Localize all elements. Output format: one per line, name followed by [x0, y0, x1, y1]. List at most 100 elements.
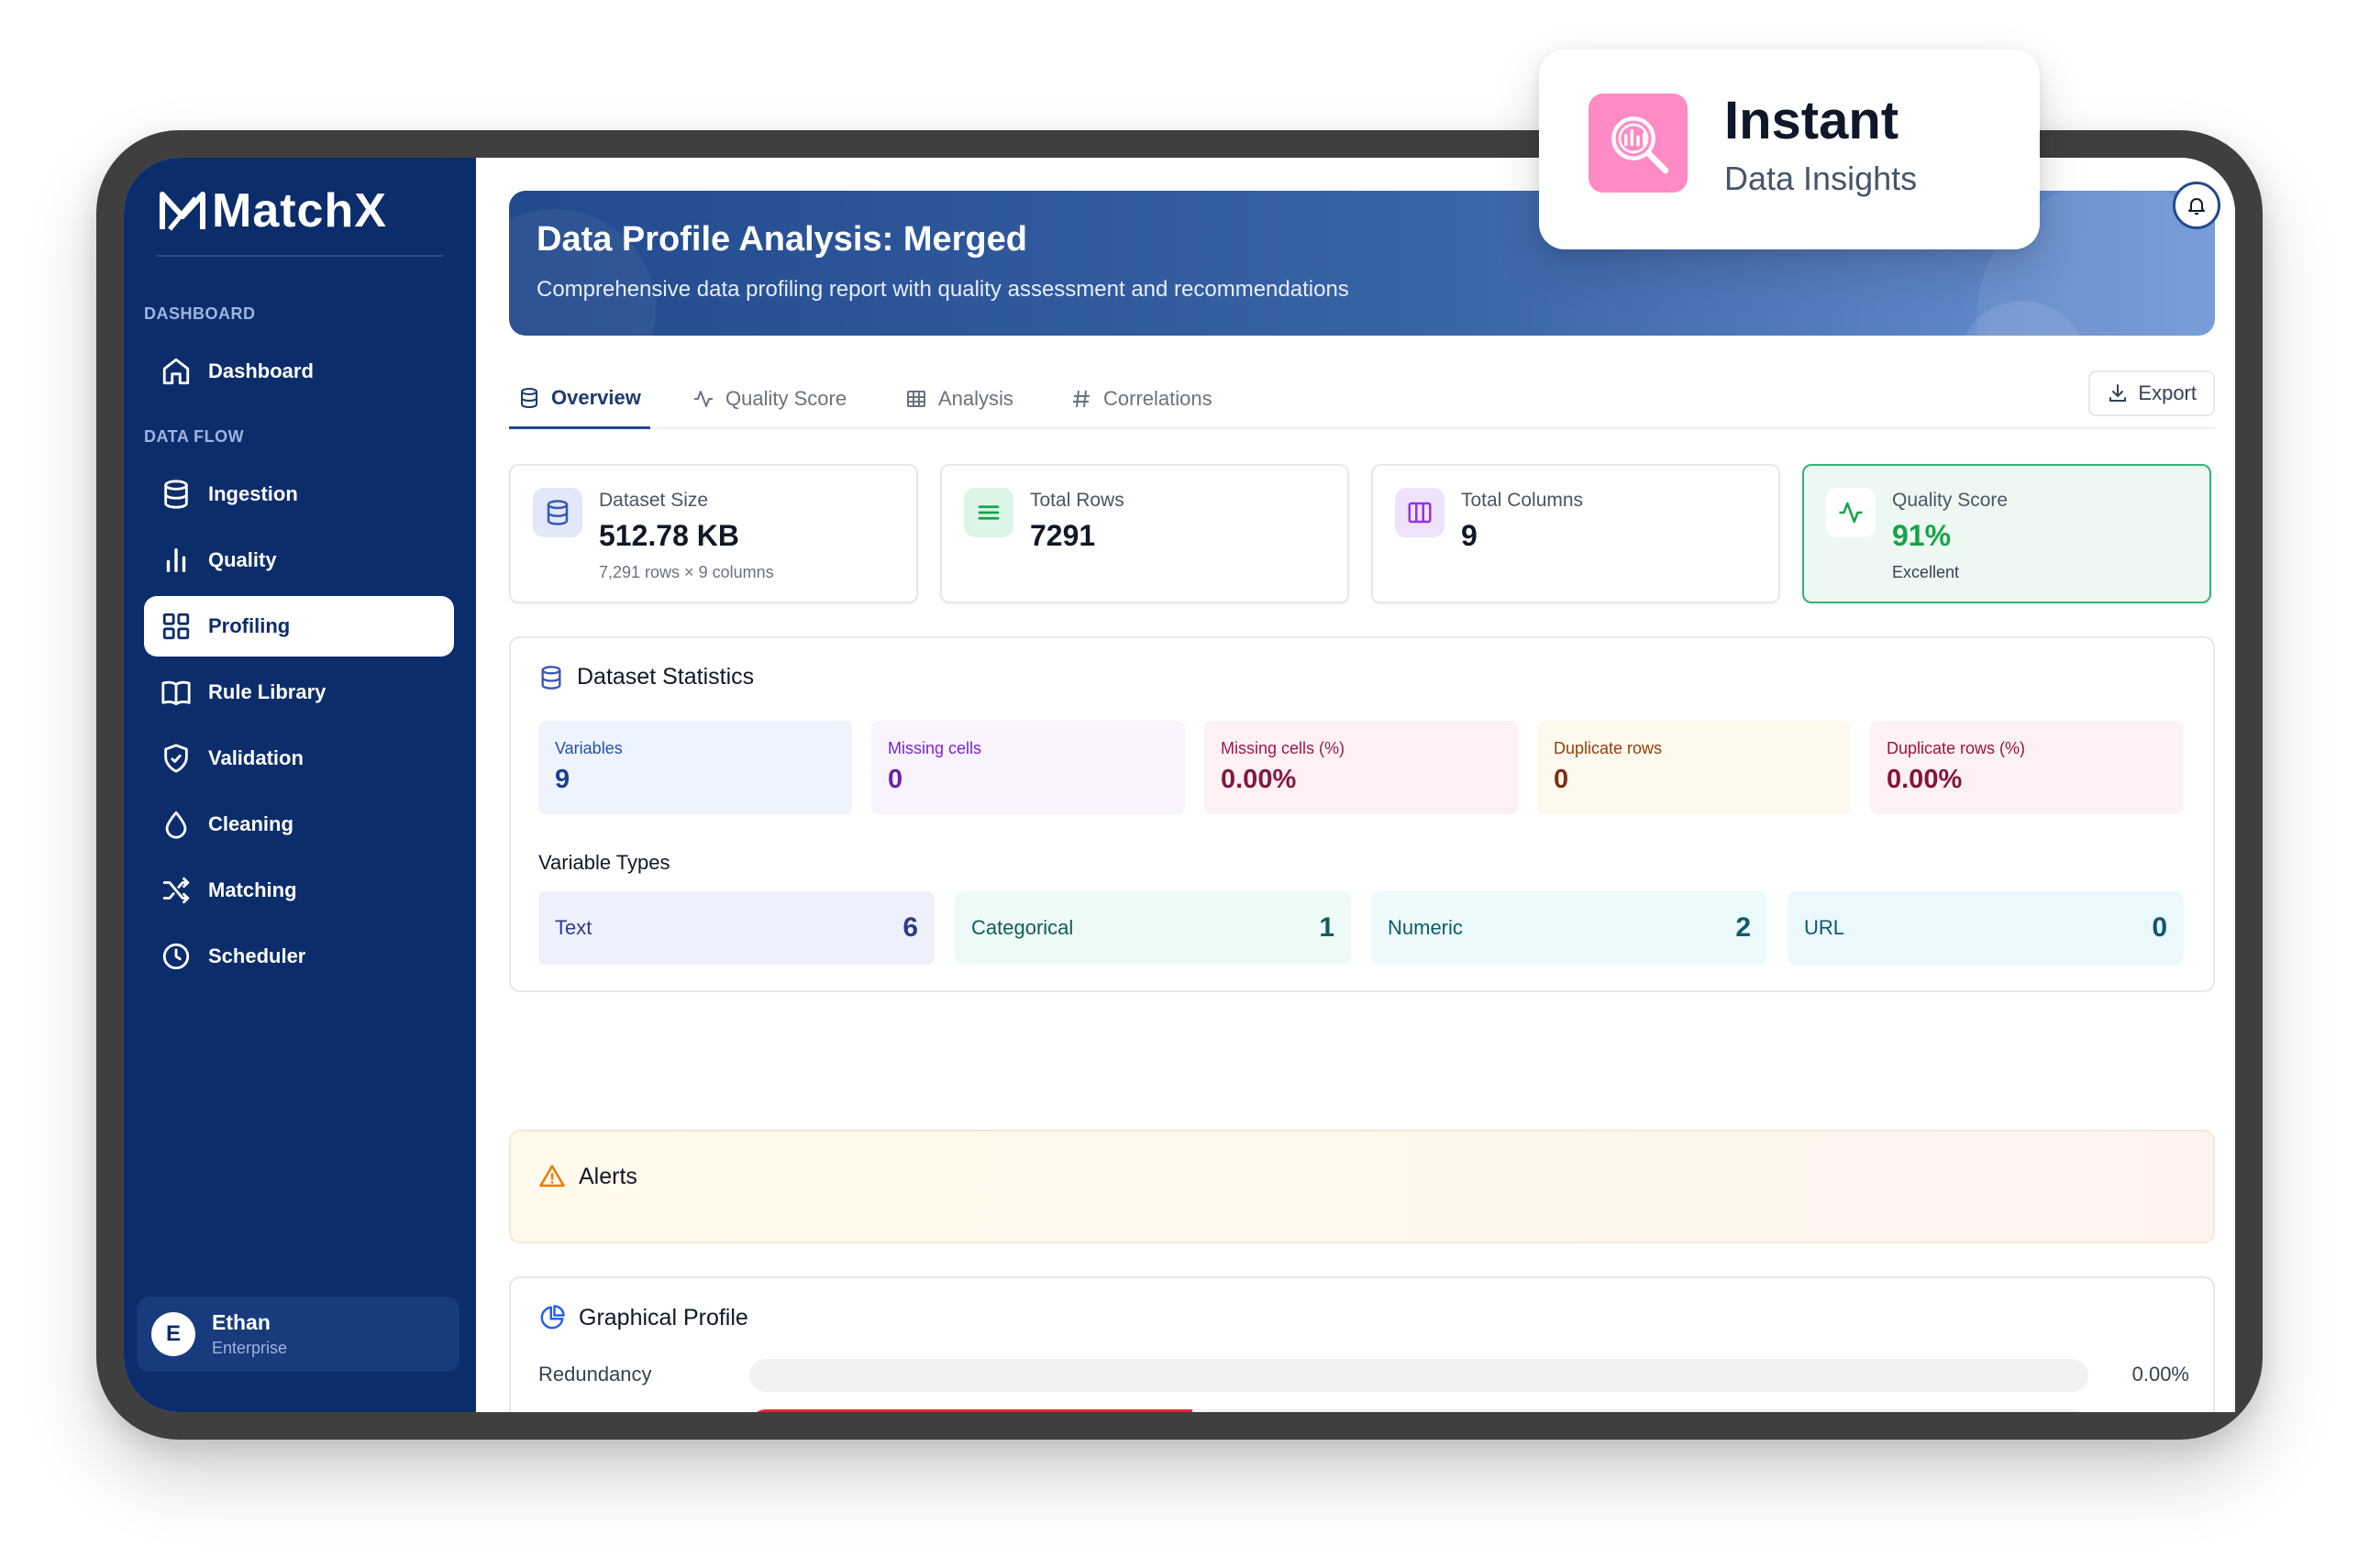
variable-type-label: Numeric: [1388, 916, 1463, 939]
database-icon: [533, 488, 582, 537]
export-button[interactable]: Export: [2088, 370, 2215, 416]
user-info: Ethan Enterprise: [212, 1310, 287, 1358]
stat-duplicate-rows-pct: Duplicate rows (%) 0.00%: [1870, 721, 2184, 814]
variable-types-heading: Variable Types: [538, 851, 670, 874]
stat-missing-cells-pct: Missing cells (%) 0.00%: [1204, 721, 1518, 814]
card-value: 91%: [1892, 519, 1952, 552]
instant-insights-card: Instant Data Insights: [1539, 50, 2040, 249]
database-icon: [521, 387, 537, 408]
hash-icon: [1073, 390, 1090, 408]
sidebar-item-rule-library[interactable]: Rule Library: [144, 662, 454, 723]
insight-subtitle: Data Insights: [1724, 160, 1918, 197]
variable-type-numeric: Numeric 2: [1371, 891, 1767, 965]
graphical-profile-panel: Graphical Profile Redundancy 0.00% Duplica…: [509, 1276, 2215, 1412]
stat-value: 0.00%: [1887, 765, 1963, 794]
sidebar-item-profiling[interactable]: Profiling: [144, 596, 454, 657]
variable-type-count: 0: [2152, 912, 2167, 943]
section-label-dashboard: DASHBOARD: [144, 304, 256, 323]
brand-logo[interactable]: MatchX: [157, 183, 387, 238]
columns-icon: [1395, 488, 1445, 537]
variable-type-count: 1: [1319, 912, 1334, 943]
card-subtext: 7,291 rows × 9 columns: [599, 563, 774, 581]
sidebar-item-label: Dashboard: [208, 359, 314, 382]
brand-name: MatchX: [212, 184, 387, 237]
stat-label: Duplicate rows (%): [1887, 739, 2026, 757]
card-value: 7291: [1030, 519, 1096, 552]
stat-label: Missing cells: [888, 739, 982, 757]
tab-analysis[interactable]: Analysis: [905, 369, 1013, 429]
variable-type-label: URL: [1804, 916, 1845, 939]
database-icon: [164, 480, 188, 509]
tab-overview[interactable]: Overview: [509, 369, 650, 429]
panel-title-text: Alerts: [579, 1163, 637, 1189]
table-icon: [907, 391, 925, 407]
bar-chart-icon: [166, 547, 186, 573]
sidebar-item-label: Rule Library: [208, 680, 327, 703]
sidebar-item-label: Scheduler: [208, 944, 306, 967]
profile-bar-track: [749, 1359, 2088, 1392]
profile-bar-track: [749, 1409, 2088, 1412]
user-profile-card[interactable]: E Ethan Enterprise: [137, 1297, 459, 1372]
tab-label: Correlations: [1103, 387, 1212, 410]
profile-bar-fill: [749, 1409, 1193, 1412]
stat-label: Duplicate rows: [1554, 739, 1663, 757]
variable-type-count: 6: [902, 912, 918, 943]
sidebar-item-validation[interactable]: Validation: [144, 728, 454, 789]
sidebar-item-cleaning[interactable]: Cleaning: [144, 794, 454, 855]
card-value: 512.78 KB: [599, 519, 739, 552]
card-label: Quality Score: [1892, 490, 2009, 511]
panel-title: Graphical Profile: [538, 1304, 748, 1331]
profile-bar-percent: 0.00%: [2131, 1363, 2189, 1386]
sidebar: MatchX DASHBOARD DATA FLOW Dashboard Ing…: [124, 158, 476, 1412]
stat-missing-cells: Missing cells 0: [871, 721, 1185, 814]
card-value: 9: [1461, 519, 1478, 552]
stat-value: 9: [555, 765, 570, 794]
sidebar-item-label: Ingestion: [208, 482, 298, 505]
summary-card-quality-score: Quality Score 91% Excellent: [1802, 464, 2211, 603]
app-screen: MatchX DASHBOARD DATA FLOW Dashboard Ing…: [124, 158, 2235, 1412]
user-name: Ethan: [212, 1310, 271, 1334]
variable-type-label: Categorical: [971, 916, 1074, 939]
device-frame: MatchX DASHBOARD DATA FLOW Dashboard Ing…: [96, 130, 2263, 1440]
tab-label: Quality Score: [725, 387, 847, 410]
sidebar-item-scheduler[interactable]: Scheduler: [144, 926, 454, 987]
sidebar-item-dashboard[interactable]: Dashboard: [144, 341, 454, 402]
database-icon: [541, 665, 561, 690]
stat-value: 0.00%: [1221, 765, 1297, 794]
stat-label: Missing cells (%): [1221, 739, 1345, 757]
warning-icon: [539, 1165, 565, 1187]
sidebar-item-ingestion[interactable]: Ingestion: [144, 464, 454, 525]
tab-correlations[interactable]: Correlations: [1070, 369, 1212, 429]
panel-title-text: Graphical Profile: [579, 1304, 748, 1331]
section-label-data-flow: DATA FLOW: [144, 427, 245, 446]
tab-bar: Overview Quality Score Analysis Correlat…: [509, 369, 2215, 429]
sidebar-item-matching[interactable]: Matching: [144, 860, 454, 921]
page-subtitle: Comprehensive data profiling report with…: [537, 277, 1349, 302]
variable-type-label: Text: [555, 916, 592, 939]
home-icon: [162, 358, 190, 385]
sidebar-item-label: Cleaning: [208, 812, 293, 835]
stat-value: 0: [888, 765, 903, 794]
insight-title: Instant: [1724, 91, 1899, 150]
profile-bar-row: Duplicates33.11%: [538, 1408, 2189, 1412]
droplet-icon: [165, 811, 187, 839]
stat-variables: Variables 9: [538, 721, 852, 814]
sidebar-item-label: Matching: [208, 878, 297, 901]
variable-type-count: 2: [1735, 912, 1751, 943]
activity-icon: [694, 391, 713, 407]
panel-title: Alerts: [538, 1163, 637, 1190]
shuffle-icon: [162, 877, 190, 904]
tab-quality-score[interactable]: Quality Score: [692, 369, 847, 429]
alerts-panel: Alerts: [509, 1130, 2215, 1243]
sidebar-item-quality[interactable]: Quality: [144, 530, 454, 591]
profile-bar-row: Redundancy 0.00%: [538, 1357, 2189, 1394]
user-plan: Enterprise: [212, 1339, 288, 1357]
panel-title: Dataset Statistics: [538, 664, 754, 690]
export-label: Export: [2138, 381, 2197, 404]
variable-type-categorical: Categorical 1: [955, 891, 1351, 965]
list-icon: [964, 488, 1013, 537]
stat-value: 0: [1554, 765, 1569, 794]
card-label: Dataset Size: [599, 490, 709, 511]
notification-bell-button[interactable]: [2173, 182, 2220, 229]
sidebar-divider: [157, 255, 443, 257]
